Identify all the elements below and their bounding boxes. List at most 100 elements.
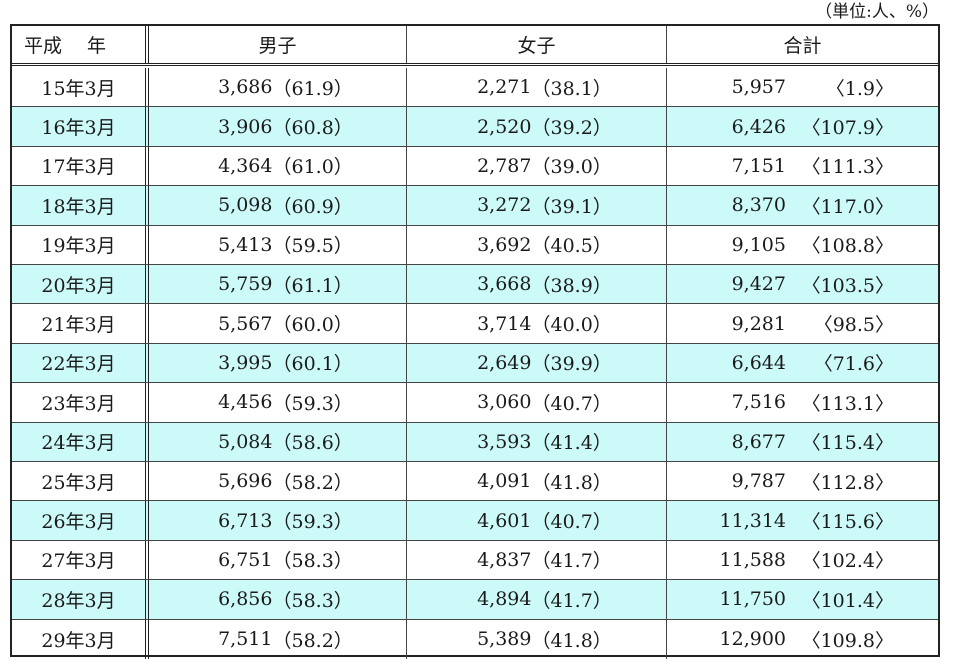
male-percent: （60.1） bbox=[272, 353, 353, 376]
year-cell: 27年3月 bbox=[41, 550, 116, 573]
male-percent: （58.6） bbox=[272, 432, 353, 455]
total-index: 〈111.3〉 bbox=[801, 156, 894, 179]
female-cell: 4,601 （40.7） bbox=[406, 501, 666, 540]
total-index: 〈98.5〉 bbox=[813, 314, 894, 337]
total-index: 〈101.4〉 bbox=[801, 589, 894, 612]
male-cell: 6,856 （58.3） bbox=[145, 580, 406, 619]
male-cell: 5,413 （59.5） bbox=[145, 225, 406, 264]
year-cell: 16年3月 bbox=[41, 117, 116, 140]
male-cell: 5,696 （58.2） bbox=[145, 462, 406, 501]
total-cell: 11,588 〈102.4〉 bbox=[666, 540, 938, 580]
year-cell: 26年3月 bbox=[41, 511, 116, 534]
male-cell: 5,084 （58.6） bbox=[145, 422, 406, 461]
total-index: 〈102.4〉 bbox=[801, 550, 894, 573]
male-percent: （61.1） bbox=[272, 274, 353, 297]
table-row: 22年3月 3,995 （60.1） 2,649 （39.9） 6,644 〈71.6〉 bbox=[12, 343, 938, 384]
table-row: 24年3月 5,084 （58.6） 3,593 （41.4） 8,677 〈115.4〉 bbox=[12, 422, 938, 462]
table-row: 16年3月 3,906 （60.8） 2,520 （39.2） 6,426 〈107.9〉 bbox=[12, 107, 938, 147]
total-count: 9,105 bbox=[731, 233, 786, 256]
header-female: 女子 bbox=[406, 26, 666, 63]
total-index: 〈107.9〉 bbox=[801, 117, 894, 140]
total-cell: 5,957 〈1.9〉 bbox=[666, 68, 938, 107]
female-cell: 3,692 （40.5） bbox=[406, 225, 666, 264]
male-count: 3,995 bbox=[218, 351, 273, 374]
total-index: 〈103.5〉 bbox=[801, 274, 894, 297]
year-cell: 17年3月 bbox=[41, 156, 116, 179]
year-cell: 22年3月 bbox=[41, 353, 116, 376]
female-cell: 3,060 （40.7） bbox=[406, 383, 666, 422]
female-count: 2,787 bbox=[477, 154, 532, 177]
female-percent: （40.0） bbox=[531, 314, 612, 337]
female-count: 3,692 bbox=[477, 233, 532, 256]
male-percent: （58.2） bbox=[272, 471, 353, 494]
female-percent: （39.0） bbox=[531, 156, 612, 179]
female-count: 3,272 bbox=[477, 194, 532, 217]
total-index: 〈112.8〉 bbox=[801, 471, 894, 494]
male-cell: 6,751 （58.3） bbox=[145, 540, 406, 580]
male-cell: 4,364 （61.0） bbox=[145, 146, 406, 186]
female-percent: （38.1） bbox=[531, 77, 612, 100]
female-percent: （38.9） bbox=[531, 274, 612, 297]
male-count: 6,713 bbox=[218, 509, 273, 532]
table-row: 18年3月 5,098 （60.9） 3,272 （39.1） 8,370 〈117.0〉 bbox=[12, 186, 938, 226]
female-count: 5,389 bbox=[477, 628, 532, 651]
data-table: 平成 年 男子 女子 合計 15年3月 3,686 （61.9） 2,271 （38.1… bbox=[10, 24, 940, 659]
male-count: 6,751 bbox=[218, 548, 273, 571]
female-percent: （41.8） bbox=[531, 471, 612, 494]
male-count: 5,084 bbox=[218, 430, 273, 453]
male-count: 5,567 bbox=[218, 312, 273, 335]
male-cell: 7,511 （58.2） bbox=[145, 619, 406, 659]
total-count: 8,677 bbox=[731, 430, 786, 453]
male-percent: （60.8） bbox=[272, 117, 353, 140]
male-count: 5,413 bbox=[218, 233, 273, 256]
total-count: 9,281 bbox=[731, 312, 786, 335]
male-cell: 6,713 （59.3） bbox=[145, 501, 406, 540]
total-count: 9,427 bbox=[731, 273, 786, 296]
total-index: 〈71.6〉 bbox=[813, 353, 894, 376]
table-row: 17年3月 4,364 （61.0） 2,787 （39.0） 7,151 〈111.3〉 bbox=[12, 146, 938, 187]
female-count: 2,271 bbox=[477, 76, 532, 99]
female-count: 3,060 bbox=[477, 391, 532, 414]
total-count: 6,426 bbox=[731, 115, 786, 138]
year-cell: 25年3月 bbox=[41, 471, 116, 494]
total-cell: 6,644 〈71.6〉 bbox=[666, 343, 938, 383]
female-count: 2,649 bbox=[477, 351, 532, 374]
female-count: 4,601 bbox=[477, 509, 532, 532]
male-count: 3,686 bbox=[218, 76, 273, 99]
female-cell: 2,649 （39.9） bbox=[406, 343, 666, 383]
total-cell: 12,900 〈109.8〉 bbox=[666, 619, 938, 659]
male-percent: （59.5） bbox=[272, 235, 353, 258]
male-count: 3,906 bbox=[218, 115, 273, 138]
header-year: 平成 年 bbox=[24, 35, 107, 57]
table-row: 23年3月 4,456 （59.3） 3,060 （40.7） 7,516 〈113.1〉 bbox=[12, 383, 938, 423]
female-count: 4,091 bbox=[477, 470, 532, 493]
male-cell: 3,906 （60.8） bbox=[145, 107, 406, 146]
table-row: 26年3月 6,713 （59.3） 4,601 （40.7） 11,314 〈115.6〉 bbox=[12, 501, 938, 541]
year-cell: 24年3月 bbox=[41, 432, 116, 455]
total-cell: 8,370 〈117.0〉 bbox=[666, 186, 938, 225]
female-count: 3,714 bbox=[477, 312, 532, 335]
total-count: 11,314 bbox=[719, 509, 786, 532]
total-cell: 9,427 〈103.5〉 bbox=[666, 265, 938, 304]
total-count: 11,588 bbox=[719, 548, 786, 571]
table-row: 27年3月 6,751 （58.3） 4,837 （41.7） 11,588 〈102.4〉 bbox=[12, 540, 938, 581]
total-cell: 11,750 〈101.4〉 bbox=[666, 580, 938, 619]
total-cell: 11,314 〈115.6〉 bbox=[666, 501, 938, 540]
total-index: 〈113.1〉 bbox=[801, 392, 894, 415]
female-cell: 3,593 （41.4） bbox=[406, 422, 666, 461]
total-count: 6,644 bbox=[731, 351, 786, 374]
male-percent: （58.3） bbox=[272, 589, 353, 612]
total-index: 〈108.8〉 bbox=[801, 235, 894, 258]
female-cell: 5,389 （41.8） bbox=[406, 619, 666, 659]
total-index: 〈1.9〉 bbox=[825, 77, 894, 100]
male-count: 5,098 bbox=[218, 194, 273, 217]
total-index: 〈109.8〉 bbox=[801, 629, 894, 652]
total-cell: 7,516 〈113.1〉 bbox=[666, 383, 938, 422]
female-cell: 3,668 （38.9） bbox=[406, 265, 666, 304]
table-row: 21年3月 5,567 （60.0） 3,714 （40.0） 9,281 〈98.5〉 bbox=[12, 304, 938, 344]
male-percent: （58.2） bbox=[272, 629, 353, 652]
female-percent: （41.8） bbox=[531, 629, 612, 652]
total-index: 〈117.0〉 bbox=[801, 195, 894, 218]
table-row: 20年3月 5,759 （61.1） 3,668 （38.9） 9,427 〈103.5〉 bbox=[12, 265, 938, 305]
total-count: 5,957 bbox=[731, 76, 786, 99]
